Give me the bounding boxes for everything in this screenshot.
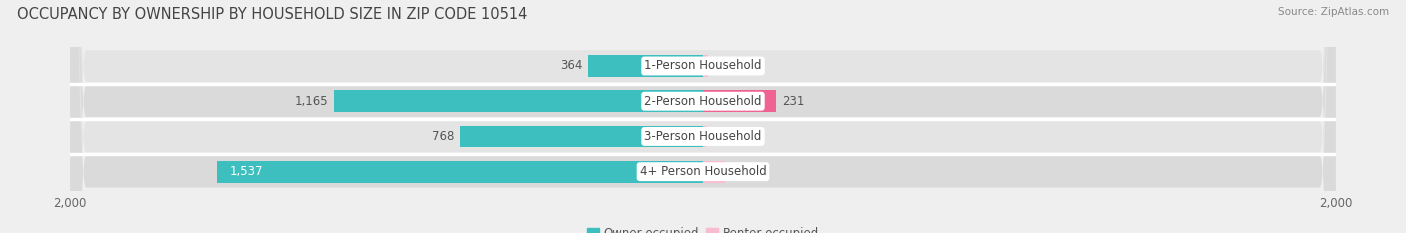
Legend: Owner-occupied, Renter-occupied: Owner-occupied, Renter-occupied (588, 227, 818, 233)
FancyBboxPatch shape (70, 0, 1336, 233)
Bar (335, 90, 703, 112)
Text: 16: 16 (714, 59, 728, 72)
Text: 2-Person Household: 2-Person Household (644, 95, 762, 108)
Text: 68: 68 (730, 165, 745, 178)
FancyBboxPatch shape (70, 0, 1336, 233)
Text: Source: ZipAtlas.com: Source: ZipAtlas.com (1278, 7, 1389, 17)
Text: 1,537: 1,537 (229, 165, 263, 178)
Text: 10: 10 (711, 130, 727, 143)
Bar (703, 55, 709, 77)
Text: 1-Person Household: 1-Person Household (644, 59, 762, 72)
Text: 364: 364 (560, 59, 582, 72)
Text: 1,165: 1,165 (295, 95, 329, 108)
Text: OCCUPANCY BY OWNERSHIP BY HOUSEHOLD SIZE IN ZIP CODE 10514: OCCUPANCY BY OWNERSHIP BY HOUSEHOLD SIZE… (17, 7, 527, 22)
FancyBboxPatch shape (70, 0, 1336, 233)
Bar (703, 126, 706, 147)
Bar (460, 126, 703, 147)
Text: 231: 231 (782, 95, 804, 108)
FancyBboxPatch shape (70, 0, 1336, 233)
Bar (703, 90, 776, 112)
Bar (703, 161, 724, 183)
Bar (217, 161, 703, 183)
Text: 768: 768 (432, 130, 454, 143)
Text: 3-Person Household: 3-Person Household (644, 130, 762, 143)
Text: 4+ Person Household: 4+ Person Household (640, 165, 766, 178)
Bar (588, 55, 703, 77)
